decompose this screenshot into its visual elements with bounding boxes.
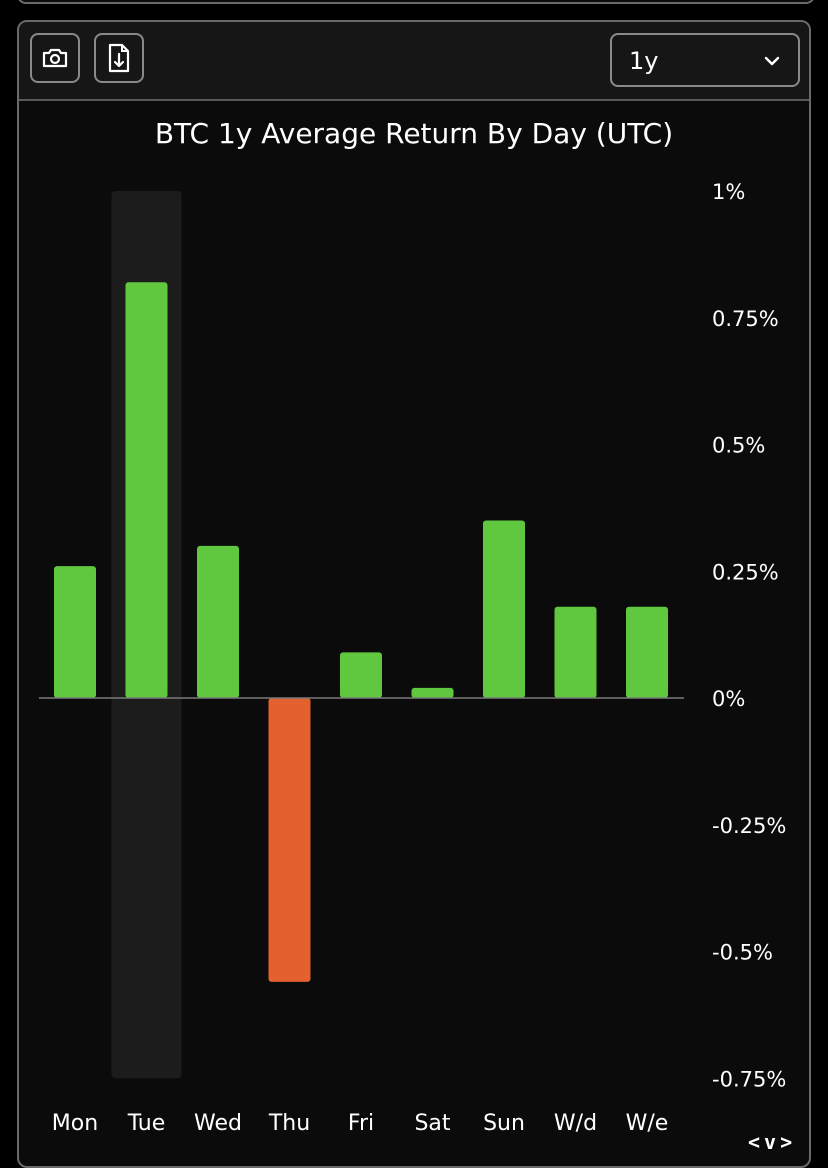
file-download-icon (107, 42, 131, 74)
x-tick-label: Wed (194, 1111, 242, 1136)
x-tick-label: Tue (127, 1111, 166, 1136)
x-tick-label: Thu (268, 1111, 310, 1136)
x-tick-label: Sat (414, 1111, 450, 1136)
previous-panel-edge (17, 0, 815, 4)
bar-wd[interactable] (554, 606, 597, 698)
bar-mon[interactable] (54, 566, 96, 698)
nav-next-button[interactable]: > (780, 1130, 795, 1154)
x-tick-label: W/e (626, 1111, 669, 1136)
bar-chart: 1% 0.75% 0.5% 0.25% 0% -0.25% -0.5% -0.75% Mon Tu… (39, 180, 786, 1136)
bar-thu[interactable] (268, 698, 311, 982)
y-tick-label: 1% (712, 180, 745, 204)
bar-tue[interactable] (125, 282, 168, 698)
y-tick-label: -0.25% (712, 814, 786, 838)
bar-wed[interactable] (197, 545, 239, 698)
y-tick-label: 0.5% (712, 434, 765, 458)
period-select[interactable]: 1y (610, 33, 800, 87)
y-tick-label: 0.25% (712, 560, 779, 584)
x-tick-label: Fri (348, 1111, 374, 1136)
screenshot-button[interactable] (30, 33, 80, 83)
y-tick-label: 0.75% (712, 307, 779, 331)
bar-we[interactable] (626, 606, 668, 698)
chart-panel: 1y BTC 1y Average Return By Day (UTC) 1%… (17, 20, 811, 1168)
chart-toolbar: 1y (19, 22, 809, 101)
y-tick-label: -0.75% (712, 1067, 786, 1091)
x-tick-label: W/d (554, 1111, 597, 1136)
nav-prev-button[interactable]: < (748, 1130, 763, 1154)
bar-sun[interactable] (483, 520, 525, 698)
y-tick-label: 0% (712, 687, 745, 711)
x-tick-label: Sun (483, 1111, 525, 1136)
bar-sat[interactable] (411, 687, 454, 698)
nav-down-button[interactable]: v (764, 1130, 779, 1154)
y-tick-label: -0.5% (712, 941, 773, 965)
export-button[interactable] (94, 33, 144, 83)
chevron-down-icon (764, 52, 780, 71)
period-select-value: 1y (629, 47, 659, 75)
chart-title: BTC 1y Average Return By Day (UTC) (154, 117, 674, 150)
x-tick-label: Mon (52, 1111, 98, 1136)
camera-icon (41, 46, 69, 70)
bar-fri[interactable] (340, 652, 382, 698)
chart-navigation: < v > (748, 1130, 794, 1154)
